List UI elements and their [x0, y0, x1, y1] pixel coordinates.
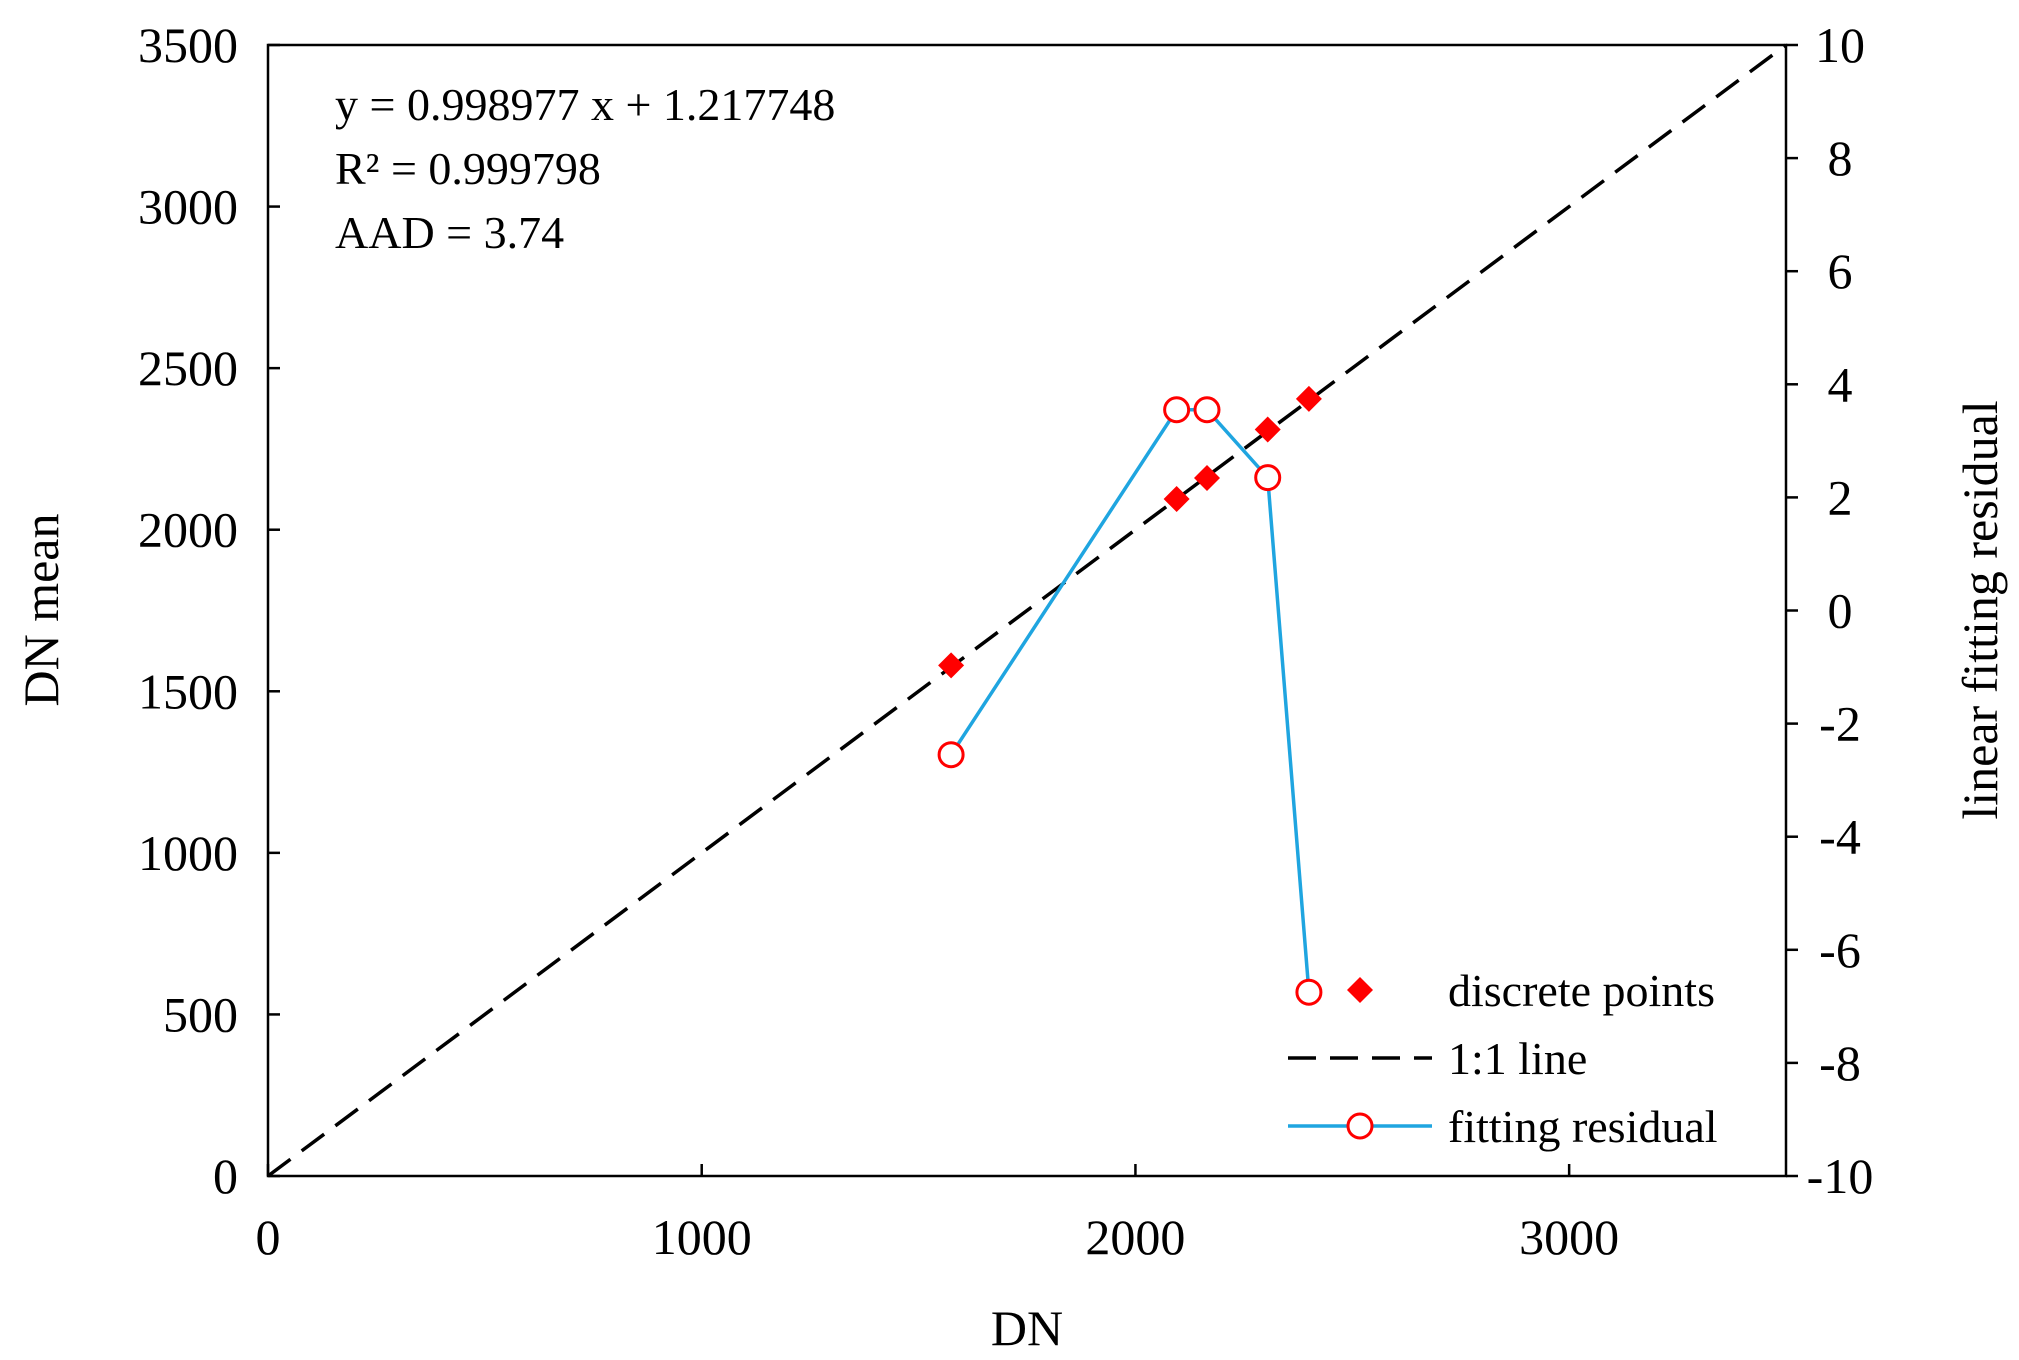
discrete-point: [1295, 385, 1322, 412]
y2-tick-label: -6: [1819, 922, 1861, 978]
y2-tick-label: 4: [1828, 356, 1853, 412]
y2-tick-label: -2: [1819, 696, 1861, 752]
equation-line: AAD = 3.74: [335, 207, 564, 258]
x-tick-label: 3000: [1519, 1209, 1619, 1265]
one-to-one-line: [266, 43, 1788, 1178]
y-axis-label: DN mean: [13, 514, 69, 707]
y-axis-left: 0 500 1000 1500 2000 2500 3000 3500: [138, 17, 280, 1204]
legend-line-label: 1:1 line: [1448, 1033, 1587, 1084]
y-tick-label: 2500: [138, 340, 238, 396]
y-tick-label: 500: [163, 986, 238, 1042]
x-tick-label: 0: [256, 1209, 281, 1265]
y2-tick-label: 0: [1828, 583, 1853, 639]
equation-line: R² = 0.999798: [335, 143, 601, 194]
residual-line: [949, 407, 1311, 993]
discrete-point: [938, 652, 965, 679]
legend-discrete-label: discrete points: [1448, 965, 1715, 1016]
y-tick-label: 2000: [138, 502, 238, 558]
residual-point: [1254, 464, 1282, 492]
residual-point: [937, 741, 965, 769]
x-tick-label: 2000: [1085, 1209, 1185, 1265]
y2-tick-label: -10: [1807, 1148, 1874, 1204]
y2-tick-label: -4: [1819, 809, 1861, 865]
x-axis-label: DN: [991, 1300, 1063, 1356]
legend-residual-label: fitting residual: [1448, 1101, 1718, 1152]
y2-axis-label: linear fitting residual: [1952, 400, 2008, 819]
series-layer: [266, 43, 1788, 1178]
residual-point: [1295, 978, 1323, 1006]
y2-tick-label: 2: [1828, 469, 1853, 525]
y2-tick-label: -8: [1819, 1035, 1861, 1091]
discrete-point: [1193, 465, 1220, 492]
y-tick-label: 1000: [138, 825, 238, 881]
residual-point: [1163, 396, 1191, 424]
discrete-point: [1254, 416, 1281, 443]
equation-line: y = 0.998977 x + 1.217748: [335, 79, 835, 130]
legend-residual-marker: [1346, 1112, 1374, 1140]
y2-tick-label: 6: [1828, 243, 1853, 299]
y-tick-label: 3500: [138, 17, 238, 73]
x-axis: 0 1000 2000 3000: [256, 1164, 1619, 1265]
legend-discrete-marker: [1347, 977, 1373, 1003]
discrete-point: [1163, 486, 1190, 513]
y-tick-label: 0: [213, 1148, 238, 1204]
residual-point: [1193, 396, 1221, 424]
y2-tick-label: 8: [1828, 130, 1853, 186]
annotation-block: y = 0.998977 x + 1.217748 R² = 0.999798 AA…: [335, 79, 835, 258]
y-tick-label: 1500: [138, 663, 238, 719]
legend: discrete points 1:1 line fitting residual: [1288, 965, 1718, 1152]
x-tick-label: 1000: [652, 1209, 752, 1265]
y-tick-label: 3000: [138, 179, 238, 235]
y2-tick-label: 10: [1815, 17, 1865, 73]
y-axis-right: -10 -8 -6 -4 -2 0 2 4 6 8 10: [1786, 17, 1873, 1204]
